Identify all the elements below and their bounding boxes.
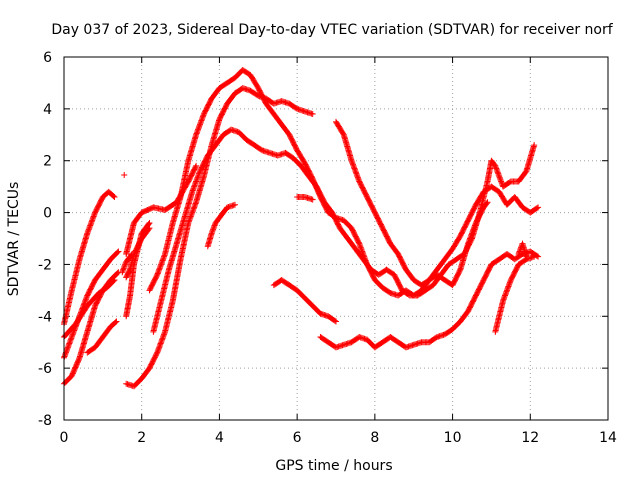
series-arc-10 [121, 171, 128, 178]
point-layer [61, 66, 542, 390]
x-tick-label: 14 [599, 430, 617, 446]
data-point [145, 226, 152, 233]
data-point [146, 219, 153, 226]
data-point [110, 277, 117, 284]
series-arc-14 [317, 248, 542, 351]
data-point [192, 164, 199, 171]
x-tick-label: 6 [293, 430, 302, 446]
data-point [533, 205, 540, 212]
y-tick-label: -8 [38, 413, 52, 429]
y-tick-label: -2 [38, 257, 52, 273]
data-point [333, 318, 339, 325]
series-main-arc-c [150, 126, 538, 335]
series-arc-11 [204, 201, 238, 250]
data-point [331, 317, 338, 324]
data-point [113, 318, 120, 325]
x-tick-label: 8 [370, 430, 379, 446]
data-point [193, 162, 200, 169]
data-point [535, 204, 542, 211]
plot-frame [63, 56, 609, 421]
series-arc-4 [61, 276, 118, 341]
series-main-arc-a [123, 85, 316, 390]
tick-layer: 0 2 4 6 8 10 12 14 -8 -6 -4 -2 0 2 4 6 [38, 50, 617, 446]
y-axis-label: SDTVAR / TECUs [6, 182, 22, 297]
y-tick-label: 4 [43, 102, 52, 118]
data-point [114, 270, 121, 277]
x-tick-label: 12 [521, 430, 539, 446]
y-tick-label: 0 [43, 206, 52, 222]
data-point [112, 319, 119, 326]
data-point [129, 251, 135, 258]
series-arc-15 [333, 118, 491, 289]
data-point [110, 193, 117, 200]
x-tick-label: 10 [444, 430, 462, 446]
data-point [533, 252, 540, 259]
x-tick-label: 4 [215, 430, 224, 446]
data-point [121, 171, 128, 178]
series-main-arc-b [146, 66, 542, 299]
series-arc-16 [492, 253, 538, 335]
series-arc-9 [119, 251, 135, 276]
data-point [76, 355, 83, 362]
data-point [115, 248, 122, 255]
chart-title: Day 037 of 2023, Sidereal Day-to-day VTE… [51, 22, 613, 38]
data-point [531, 253, 538, 260]
data-point [111, 276, 118, 283]
x-tick-label: 2 [137, 430, 146, 446]
data-point [128, 252, 135, 259]
grid-layer [64, 57, 608, 420]
x-axis-label: GPS time / hours [275, 458, 392, 474]
data-point [309, 111, 316, 118]
series-arc-1 [61, 188, 118, 328]
data-point [531, 142, 538, 149]
series-arc-17 [515, 240, 530, 260]
data-point [483, 200, 490, 207]
series-arc-12 [270, 276, 339, 325]
y-tick-label: -4 [38, 309, 52, 325]
data-point [111, 194, 118, 201]
data-point [523, 253, 530, 260]
data-point [146, 225, 153, 232]
data-point [231, 201, 238, 208]
y-tick-label: 6 [43, 50, 52, 66]
data-point [114, 249, 121, 256]
y-tick-label: 2 [43, 154, 52, 170]
x-tick-label: 0 [60, 430, 69, 446]
series-arc-5 [84, 318, 120, 356]
data-point [484, 199, 491, 206]
y-tick-label: -6 [38, 361, 52, 377]
data-point [145, 220, 152, 227]
series-arc-13 [294, 194, 316, 203]
data-point [309, 196, 316, 203]
